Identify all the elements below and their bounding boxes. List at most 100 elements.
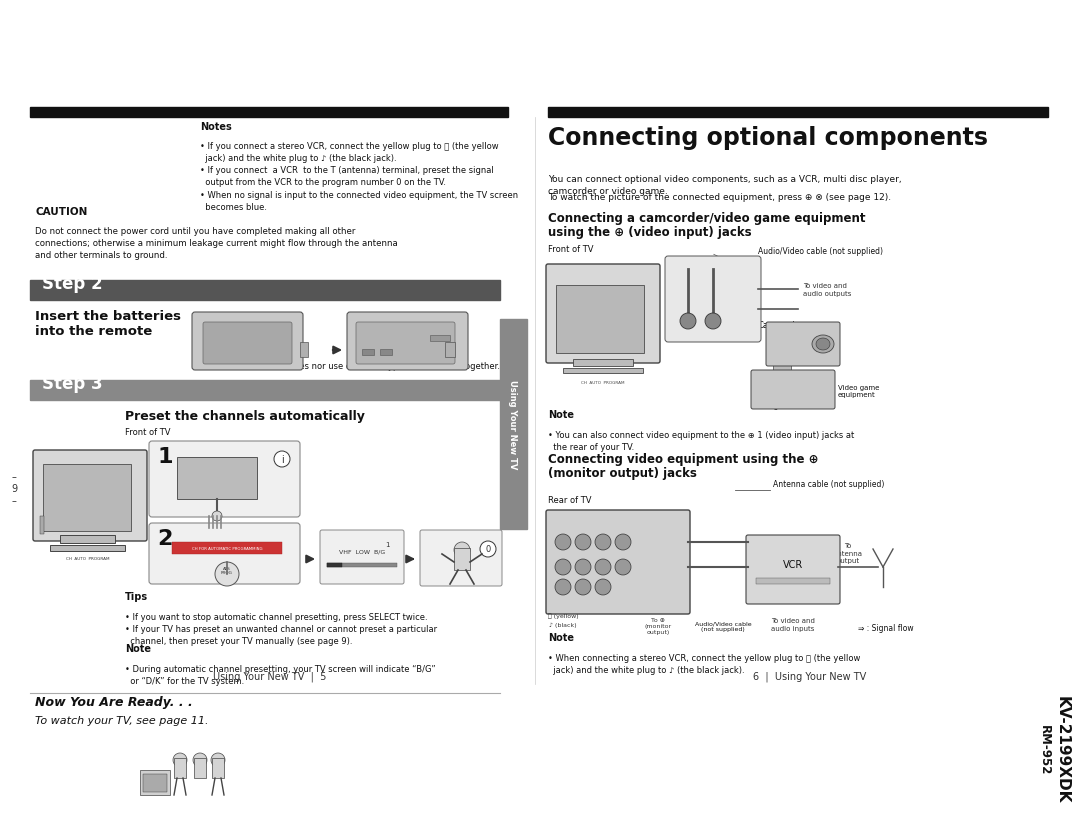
Bar [212, 758, 224, 778]
Text: Tips: Tips [125, 591, 148, 601]
Circle shape [555, 579, 571, 595]
Text: into the remote: into the remote [35, 325, 152, 337]
FancyBboxPatch shape [766, 323, 840, 366]
Text: Notes: Notes [200, 122, 232, 131]
Text: Front of TV: Front of TV [548, 245, 594, 254]
Bar [40, 516, 44, 534]
Text: (monitor output) jacks: (monitor output) jacks [548, 466, 697, 480]
Text: Note: Note [548, 632, 573, 643]
Bar [548, 108, 1048, 118]
Text: 0: 0 [485, 545, 490, 554]
Circle shape [615, 559, 631, 576]
Bar [445, 342, 455, 357]
Text: 2: 2 [157, 528, 173, 548]
Text: CH  AUTO  PROGRAM: CH AUTO PROGRAM [66, 557, 110, 561]
Circle shape [555, 534, 571, 550]
FancyBboxPatch shape [320, 530, 404, 585]
Text: Rear of TV: Rear of TV [548, 495, 592, 504]
Circle shape [215, 562, 239, 586]
Text: To watch your TV, see page 11.: To watch your TV, see page 11. [35, 715, 208, 725]
Text: 1: 1 [384, 542, 389, 547]
Bar [50, 545, 125, 552]
Text: Note: Note [125, 643, 151, 653]
Bar [140, 770, 170, 795]
Text: Step 3: Step 3 [42, 375, 103, 393]
FancyBboxPatch shape [420, 530, 502, 586]
FancyBboxPatch shape [546, 510, 690, 614]
Text: Audio/Video cable
(not supplied): Audio/Video cable (not supplied) [694, 620, 752, 632]
Ellipse shape [812, 336, 834, 354]
Circle shape [274, 452, 291, 467]
Text: RM-952: RM-952 [1038, 724, 1051, 774]
Bar [177, 457, 257, 500]
FancyBboxPatch shape [33, 451, 147, 542]
Bar [430, 336, 450, 342]
Ellipse shape [816, 338, 831, 351]
Text: using the ⊕ (video input) jacks: using the ⊕ (video input) jacks [548, 226, 752, 239]
Text: 9: 9 [11, 484, 17, 494]
Text: or: or [770, 351, 781, 361]
FancyBboxPatch shape [149, 523, 300, 585]
Text: Using Your New TV: Using Your New TV [509, 380, 517, 469]
Text: ⇒ : Signal flow: ⇒ : Signal flow [753, 400, 809, 409]
Text: CH FOR AUTOMATIC PROGRAMMING: CH FOR AUTOMATIC PROGRAMMING [191, 547, 262, 550]
Text: Audio/Video cable (not supplied): Audio/Video cable (not supplied) [758, 246, 883, 256]
Text: VHF  LOW  B/G: VHF LOW B/G [339, 548, 386, 553]
Circle shape [595, 559, 611, 576]
Bar [174, 758, 186, 778]
Bar [380, 350, 392, 356]
Circle shape [480, 542, 496, 557]
Bar [454, 548, 470, 571]
Text: Preset the channels automatically: Preset the channels automatically [125, 409, 365, 423]
Text: Connecting optional components: Connecting optional components [548, 126, 988, 150]
Bar [60, 535, 114, 543]
Text: AFS
PROG: AFS PROG [221, 566, 233, 575]
Bar [194, 758, 206, 778]
Text: To ⊕
(monitor
output): To ⊕ (monitor output) [645, 617, 672, 634]
Bar [500, 319, 527, 529]
Text: 6  |  Using Your New TV: 6 | Using Your New TV [754, 672, 866, 681]
Text: Do not connect the power cord until you have completed making all other
connecti: Do not connect the power cord until you … [35, 227, 397, 260]
Text: Connecting video equipment using the ⊕: Connecting video equipment using the ⊕ [548, 452, 819, 466]
Text: VCR: VCR [783, 559, 804, 569]
Bar [172, 543, 282, 554]
Bar [30, 380, 500, 400]
FancyBboxPatch shape [665, 256, 761, 342]
Bar [30, 108, 508, 118]
FancyBboxPatch shape [356, 323, 455, 365]
Text: Front of TV: Front of TV [125, 428, 171, 437]
Bar [30, 280, 500, 301]
Bar [143, 774, 167, 792]
FancyBboxPatch shape [751, 370, 835, 409]
Bar [43, 465, 131, 532]
Text: Video game
equipment: Video game equipment [838, 385, 879, 398]
Bar [327, 563, 397, 567]
Bar [563, 369, 643, 374]
Circle shape [454, 543, 470, 558]
Bar [327, 563, 342, 567]
Text: • If you connect a stereo VCR, connect the yellow plug to Ⓢ (the yellow
  jack) : • If you connect a stereo VCR, connect t… [200, 141, 518, 212]
FancyBboxPatch shape [746, 535, 840, 605]
Text: Connecting a camcorder/video game equipment: Connecting a camcorder/video game equipm… [548, 212, 865, 225]
Bar [573, 360, 633, 366]
Text: Insert the batteries: Insert the batteries [35, 309, 181, 323]
Text: Note: Note [200, 350, 225, 359]
Bar [362, 350, 374, 356]
Circle shape [173, 753, 187, 767]
Circle shape [575, 559, 591, 576]
Text: Ⓢ (yellow): Ⓢ (yellow) [548, 613, 578, 619]
Text: –: – [12, 495, 16, 505]
Circle shape [680, 313, 696, 330]
Text: • During automatic channel presetting, your TV screen will indicate “B/G”
  or “: • During automatic channel presetting, y… [125, 664, 435, 686]
Circle shape [212, 511, 222, 521]
Circle shape [705, 313, 721, 330]
Text: ⇒ : Signal flow: ⇒ : Signal flow [858, 624, 914, 632]
Text: KV-2199XDK: KV-2199XDK [1054, 696, 1069, 803]
Text: Antenna cable (not supplied): Antenna cable (not supplied) [773, 480, 885, 489]
Bar [300, 342, 308, 357]
Text: CAUTION: CAUTION [35, 207, 87, 217]
FancyBboxPatch shape [192, 313, 303, 370]
Text: Now You Are Ready. . .: Now You Are Ready. . . [35, 696, 192, 708]
Bar [756, 578, 831, 585]
Text: To
antenna
output: To antenna output [834, 543, 863, 563]
